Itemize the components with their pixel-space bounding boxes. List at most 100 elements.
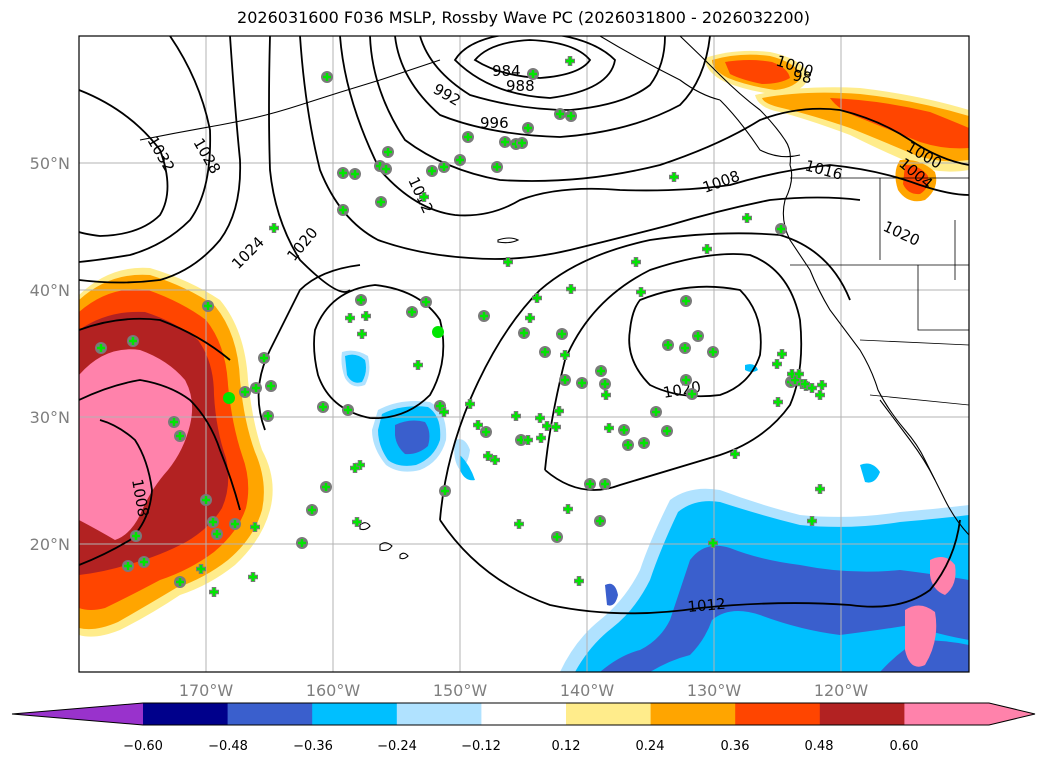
station-cross-marker xyxy=(260,354,268,362)
colorbar-tick-label: −0.36 xyxy=(293,739,333,754)
political-borders xyxy=(790,177,969,406)
colorbar-tick-label: −0.12 xyxy=(461,739,501,754)
station-cross-marker xyxy=(801,380,809,388)
coastlines xyxy=(139,36,969,560)
colorbar-outline xyxy=(11,702,1036,726)
station-cross-marker xyxy=(808,517,816,525)
station-cross-marker xyxy=(640,439,648,447)
isobar-label: 1012 xyxy=(687,595,727,616)
station-cross-marker xyxy=(339,206,347,214)
station-cross-marker xyxy=(384,148,392,156)
map-frame xyxy=(78,35,970,673)
station-cross-marker xyxy=(791,376,799,384)
lat-label: 50°N xyxy=(30,154,70,173)
station-cross-marker xyxy=(249,573,257,581)
station-cross-marker xyxy=(202,496,210,504)
station-cross-marker xyxy=(323,73,331,81)
station-cross-marker xyxy=(731,450,739,458)
station-cross-marker xyxy=(816,391,824,399)
station-cross-marker xyxy=(213,530,221,538)
colorbar-segment xyxy=(650,703,736,725)
station-cross-marker xyxy=(524,436,532,444)
colorbar-segment xyxy=(396,703,482,725)
station-cross-marker xyxy=(176,578,184,586)
station-cross-marker xyxy=(597,367,605,375)
station-cross-marker xyxy=(252,384,260,392)
station-cross-marker xyxy=(808,384,816,392)
colorbar-segment xyxy=(819,703,905,725)
station-cross-marker xyxy=(536,414,544,422)
station-cross-marker xyxy=(555,407,563,415)
station-cross-marker xyxy=(605,424,613,432)
station-cross-marker xyxy=(408,308,416,316)
isobar-label: 988 xyxy=(506,77,535,95)
station-cross-marker xyxy=(529,70,537,78)
station-cross-marker xyxy=(632,258,640,266)
station-cross-marker xyxy=(578,379,586,387)
station-highlight-marker xyxy=(223,392,235,404)
negative-anomaly-central xyxy=(341,350,475,481)
station-cross-marker xyxy=(564,505,572,513)
station-cross-marker xyxy=(129,337,137,345)
station-cross-marker xyxy=(596,517,604,525)
station-cross-marker xyxy=(575,577,583,585)
station-cross-marker xyxy=(319,403,327,411)
station-markers xyxy=(95,56,827,597)
station-cross-marker xyxy=(561,351,569,359)
colorbar xyxy=(11,702,1036,726)
station-cross-marker xyxy=(777,225,785,233)
station-cross-marker xyxy=(602,391,610,399)
station-cross-marker xyxy=(552,423,560,431)
colorbar-tick-label: 0.24 xyxy=(636,739,665,754)
station-cross-marker xyxy=(97,344,105,352)
station-cross-marker xyxy=(298,539,306,547)
colorbar-tick-label: −0.60 xyxy=(123,739,163,754)
lon-label: 130°W xyxy=(687,681,742,700)
colorbar-segment xyxy=(904,703,990,725)
station-cross-marker xyxy=(482,428,490,436)
station-cross-marker xyxy=(351,464,359,472)
station-cross-marker xyxy=(353,518,361,526)
lon-label: 120°W xyxy=(814,681,869,700)
station-cross-marker xyxy=(420,193,428,201)
station-cross-marker xyxy=(466,400,474,408)
colorbar-segment xyxy=(735,703,821,725)
station-cross-marker xyxy=(464,133,472,141)
station-cross-marker xyxy=(267,382,275,390)
colorbar-tick-label: 0.60 xyxy=(890,739,919,754)
station-cross-marker xyxy=(743,214,751,222)
station-cross-marker xyxy=(436,402,444,410)
station-cross-marker xyxy=(132,532,140,540)
station-cross-marker xyxy=(209,518,217,526)
station-cross-marker xyxy=(586,480,594,488)
station-cross-marker xyxy=(241,388,249,396)
isobars xyxy=(79,36,969,615)
station-cross-marker xyxy=(620,426,628,434)
station-cross-marker xyxy=(558,330,566,338)
colorbar-segment xyxy=(227,703,313,725)
colorbar-segment xyxy=(143,703,229,725)
colorbar-extend-low xyxy=(12,703,143,725)
isobar-label: 996 xyxy=(480,114,509,132)
colorbar-tick-label: −0.48 xyxy=(208,739,248,754)
station-cross-marker xyxy=(567,285,575,293)
station-cross-marker xyxy=(339,169,347,177)
station-cross-marker xyxy=(567,112,575,120)
lat-label: 20°N xyxy=(30,535,70,554)
lon-label: 150°W xyxy=(433,681,488,700)
isobar-label: 984 xyxy=(492,62,521,80)
station-cross-marker xyxy=(176,432,184,440)
station-cross-marker xyxy=(524,124,532,132)
station-cross-marker xyxy=(795,370,803,378)
station-cross-marker xyxy=(520,329,528,337)
station-cross-marker xyxy=(561,376,569,384)
lat-label: 40°N xyxy=(30,281,70,300)
station-cross-marker xyxy=(382,165,390,173)
colorbar-tick-label: 0.48 xyxy=(805,739,834,754)
station-cross-marker xyxy=(197,565,205,573)
station-cross-marker xyxy=(553,533,561,541)
station-cross-marker xyxy=(441,487,449,495)
colorbar-segment xyxy=(312,703,398,725)
station-cross-marker xyxy=(818,381,826,389)
station-cross-marker xyxy=(664,341,672,349)
